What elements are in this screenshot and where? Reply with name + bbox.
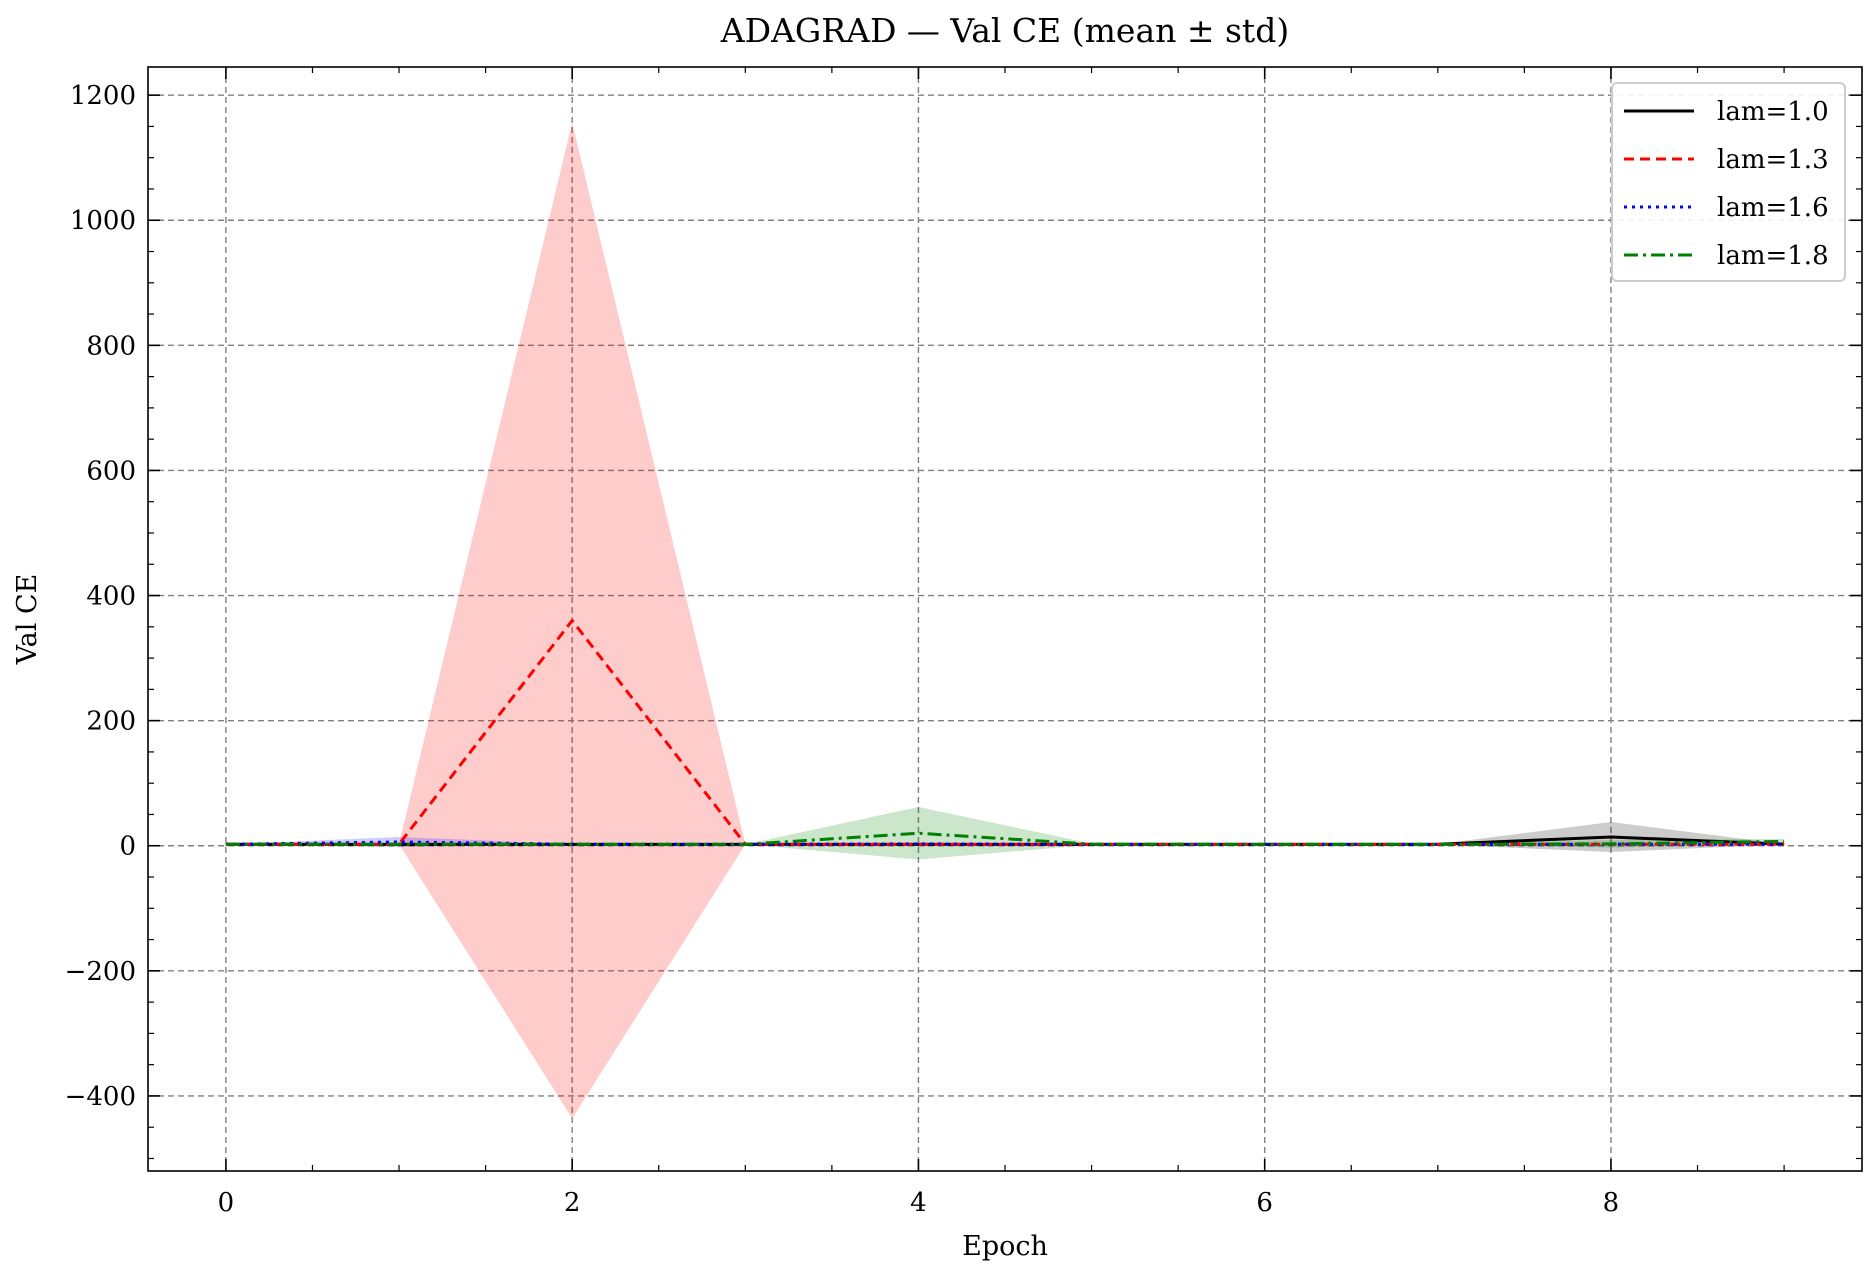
y-tick-label: 400 (86, 582, 136, 612)
legend: lam=1.0 lam=1.3 lam=1.6 lam=1.8 (1611, 82, 1846, 282)
y-tick-label: 0 (119, 832, 136, 862)
std-band (225, 122, 1785, 1119)
std-band (225, 821, 1785, 852)
y-axis-label: Val CE (12, 574, 43, 666)
legend-label: lam=1.0 (1717, 97, 1829, 127)
x-tick-label: 4 (910, 1188, 927, 1218)
series-line (225, 619, 1785, 846)
y-tick-label: 800 (86, 331, 136, 361)
x-axis-label: Epoch (962, 1231, 1048, 1262)
series-line (225, 831, 1785, 846)
y-tick-label: 200 (86, 707, 136, 737)
series-lines (225, 619, 1785, 846)
std-bands (225, 122, 1785, 1119)
x-tick-label: 0 (218, 1188, 235, 1218)
legend-label: lam=1.3 (1717, 145, 1829, 175)
chart-title: ADAGRAD — Val CE (mean ± std) (720, 11, 1289, 50)
y-tick-label: −400 (65, 1082, 136, 1112)
x-tick-label: 6 (1256, 1188, 1273, 1218)
axis-ticks: 0 2 4 6 8 −400 −200 0 200 400 600 800 1000 1200 (65, 67, 1862, 1218)
legend-label: lam=1.8 (1717, 241, 1829, 271)
x-tick-label: 2 (564, 1188, 581, 1218)
y-tick-label: −200 (65, 957, 136, 987)
y-tick-label: 600 (86, 456, 136, 486)
y-tick-label: 1200 (70, 81, 136, 111)
legend-label: lam=1.6 (1717, 193, 1829, 223)
x-tick-label: 8 (1603, 1188, 1620, 1218)
std-band (225, 836, 1785, 847)
y-tick-label: 1000 (70, 206, 136, 236)
std-band (225, 806, 1785, 860)
legend-box (1611, 82, 1846, 282)
